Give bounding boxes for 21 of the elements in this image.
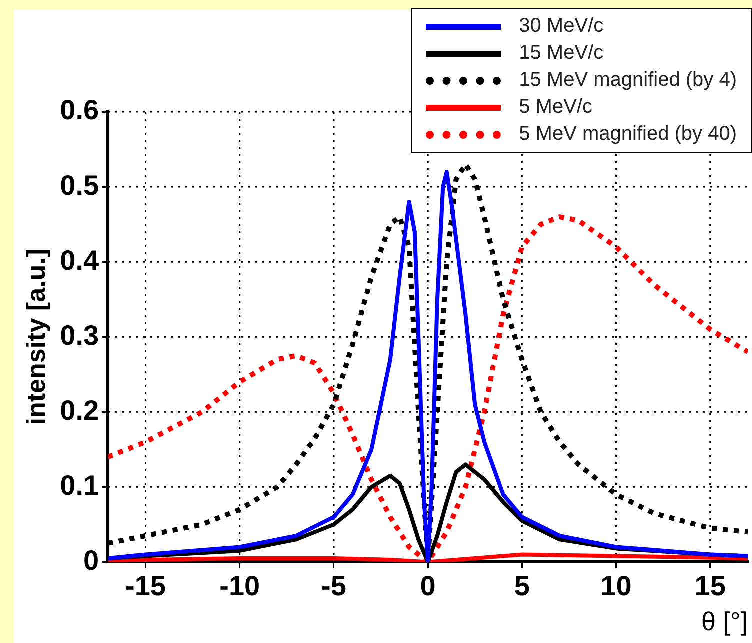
y-axis-title: intensity [a.u.] <box>20 248 51 426</box>
x-tick-label: 15 <box>694 570 726 602</box>
x-tick-label: -5 <box>322 570 346 602</box>
x-axis-title: θ [°] <box>701 606 748 637</box>
x-tick-label: -10 <box>220 570 260 602</box>
y-tick-label: 0.6 <box>60 94 100 126</box>
y-tick-label: 0.2 <box>60 394 100 426</box>
legend-label: 5 MeV magnified (by 40) <box>519 123 737 146</box>
x-tick-label: 0 <box>420 570 436 602</box>
x-tick-label: -15 <box>126 570 166 602</box>
y-tick-label: 0.1 <box>60 470 100 501</box>
y-tick-label: 0 <box>84 544 100 576</box>
x-tick-label: 5 <box>514 570 530 602</box>
legend-label: 5 MeV/c <box>519 96 592 119</box>
y-tick-label: 0.5 <box>60 170 100 201</box>
legend-label: 15 MeV magnified (by 4) <box>519 69 737 92</box>
legend-label: 30 MeV/c <box>519 15 604 38</box>
y-tick-label: 0.4 <box>60 244 100 276</box>
y-tick-label: 0.3 <box>60 320 100 351</box>
x-tick-label: 10 <box>600 570 632 602</box>
legend-label: 15 MeV/c <box>519 42 604 65</box>
